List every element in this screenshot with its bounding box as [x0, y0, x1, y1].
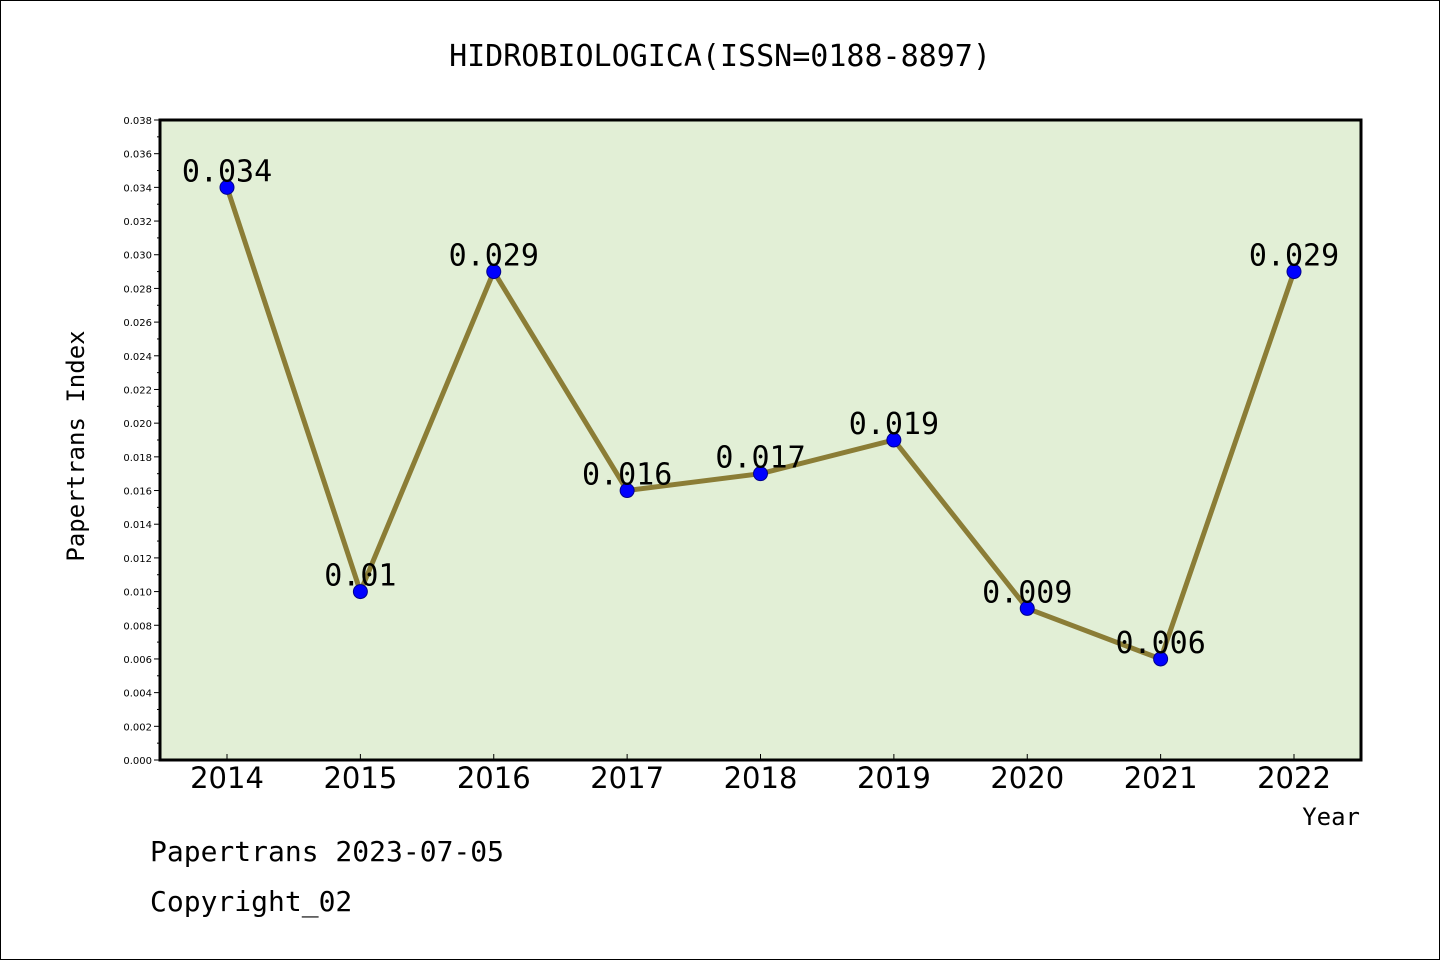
y-tick-label: 0.012: [123, 554, 152, 565]
y-tick-label: 0.024: [123, 352, 152, 363]
data-point: [1153, 651, 1169, 667]
x-tick-label: 2021: [1124, 761, 1198, 795]
y-tick-label: 0.016: [123, 487, 152, 498]
footer-date: Papertrans 2023-07-05: [150, 835, 505, 868]
y-tick-label: 0.030: [123, 251, 152, 262]
x-tick-label: 2014: [190, 761, 264, 795]
y-tick-label: 0.036: [123, 150, 152, 161]
y-tick-label: 0.000: [123, 756, 152, 767]
data-label: 0.009: [982, 575, 1072, 610]
data-label: 0.016: [582, 458, 672, 493]
x-tick-label: 2017: [590, 761, 664, 795]
data-label: 0.017: [715, 441, 805, 476]
x-axis: 2014 2015 2016 2017 2018 2019 2020 2021 2022: [190, 754, 1331, 795]
y-tick-label: 0.020: [123, 419, 152, 430]
y-tick-label: 0.022: [123, 385, 152, 396]
y-tick-label: 0.032: [123, 217, 152, 228]
y-tick-label: 0.006: [123, 655, 152, 666]
y-tick-label: 0.010: [123, 588, 152, 599]
x-tick-label: 2019: [857, 761, 931, 795]
data-label: 0.029: [449, 239, 539, 274]
data-point: [753, 466, 768, 482]
x-axis-title: Year: [1302, 803, 1360, 831]
x-tick-label: 2016: [457, 761, 531, 795]
data-point: [619, 483, 635, 499]
y-tick-label: 0.034: [123, 183, 152, 194]
footer-copyright: Copyright_02: [150, 885, 353, 918]
data-labels: 0.034 0.01 0.029 0.016 0.017 0.019 0.009 0.006 0…: [182, 154, 1339, 661]
x-tick-label: 2022: [1257, 761, 1331, 795]
y-axis-title: Papertrans Index: [62, 330, 90, 561]
y-tick-label: 0.038: [123, 116, 152, 127]
data-point: [1019, 600, 1035, 616]
data-point: [486, 264, 502, 280]
y-tick-label: 0.028: [123, 284, 152, 295]
y-tick-label: 0.008: [123, 621, 152, 632]
y-tick-label: 0.026: [123, 318, 152, 329]
data-label: 0.029: [1249, 239, 1339, 274]
chart-title: HIDROBIOLOGICA(ISSN=0188-8897): [449, 39, 991, 74]
y-tick-label: 0.004: [123, 689, 152, 700]
data-point: [352, 584, 368, 600]
data-point: [219, 179, 235, 195]
y-tick-label: 0.002: [123, 722, 152, 733]
data-label: 0.006: [1115, 626, 1205, 661]
data-label: 0.019: [849, 407, 939, 442]
x-tick-label: 2020: [990, 761, 1064, 795]
x-tick-label: 2015: [323, 761, 397, 795]
data-label: 0.034: [182, 154, 272, 189]
y-tick-label: 0.018: [123, 453, 152, 464]
data-label: 0.01: [324, 559, 396, 594]
x-tick-label: 2018: [724, 761, 798, 795]
y-axis: 0.000 0.002 0.004 0.006 0.008 0.010 0.012 0.014…: [123, 116, 160, 767]
y-tick-label: 0.014: [123, 520, 152, 531]
data-markers: [219, 179, 1302, 667]
data-point: [1286, 264, 1302, 280]
data-point: [886, 432, 902, 448]
